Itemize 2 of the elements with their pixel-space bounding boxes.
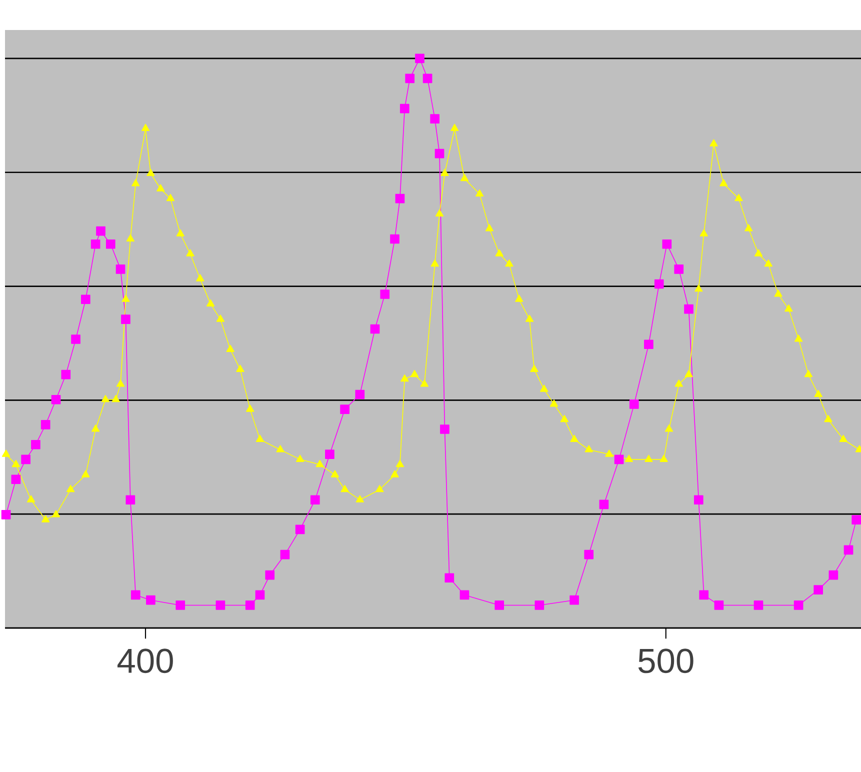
x-tick-label: 400 bbox=[117, 648, 173, 674]
x-tick-label: 500 bbox=[638, 648, 694, 674]
